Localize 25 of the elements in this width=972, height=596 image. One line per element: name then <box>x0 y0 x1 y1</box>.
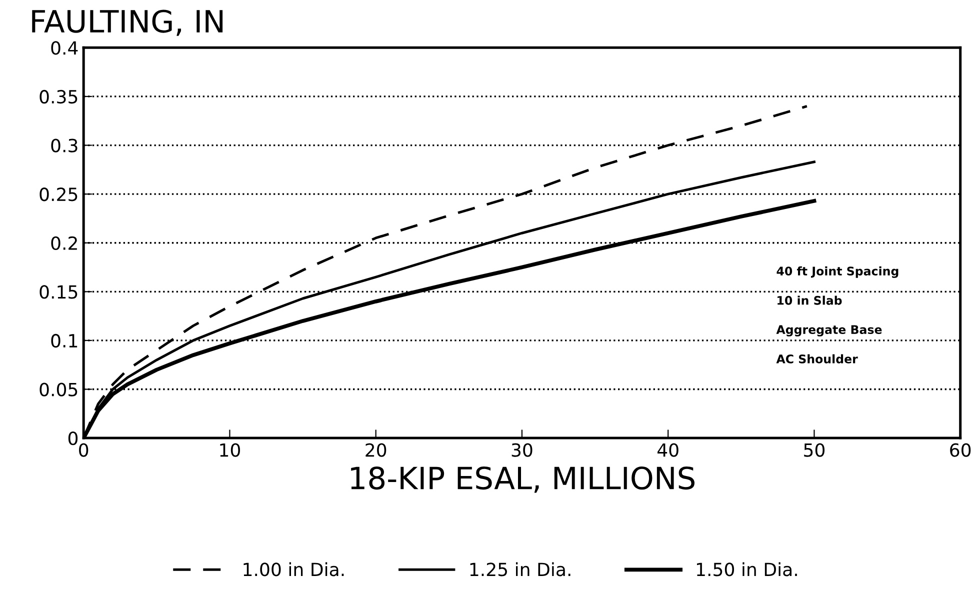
x-tick-label: 10 <box>220 443 240 457</box>
legend-label: 1.00 in Dia. <box>244 562 344 576</box>
annotation: Aggregate Base <box>776 325 882 336</box>
y-tick-label: 0.4 <box>51 41 78 55</box>
y-tick-label: 0.15 <box>40 285 78 299</box>
annotation: 10 in Slab <box>778 296 842 305</box>
legend-label: 1.25 in Dia. <box>470 562 570 576</box>
y-tick-label: 0.1 <box>51 334 78 348</box>
chart-title: FAULTING, IN <box>32 10 223 36</box>
y-tick-label: 0.05 <box>40 382 78 396</box>
x-tick-label: 20 <box>366 443 386 457</box>
y-tick-label: 0.35 <box>40 90 78 104</box>
x-tick-label: 0 <box>79 443 88 457</box>
x-tick-label: 60 <box>950 443 971 457</box>
y-tick-label: 0.25 <box>40 188 78 202</box>
annotation: AC Shoulder <box>776 354 858 364</box>
x-tick-label: 40 <box>657 443 678 457</box>
annotation: 40 ft Joint Spacing <box>776 266 898 278</box>
x-tick-label: 50 <box>804 443 824 457</box>
y-tick-label: 0 <box>68 432 78 446</box>
y-tick-label: 0.2 <box>51 236 77 250</box>
x-tick-label: 30 <box>512 443 532 457</box>
y-tick-label: 0.3 <box>51 138 78 152</box>
legend-label: 1.50 in Dia. <box>696 562 797 576</box>
x-axis-title: 18-KIP ESAL, MILLIONS <box>351 466 694 493</box>
